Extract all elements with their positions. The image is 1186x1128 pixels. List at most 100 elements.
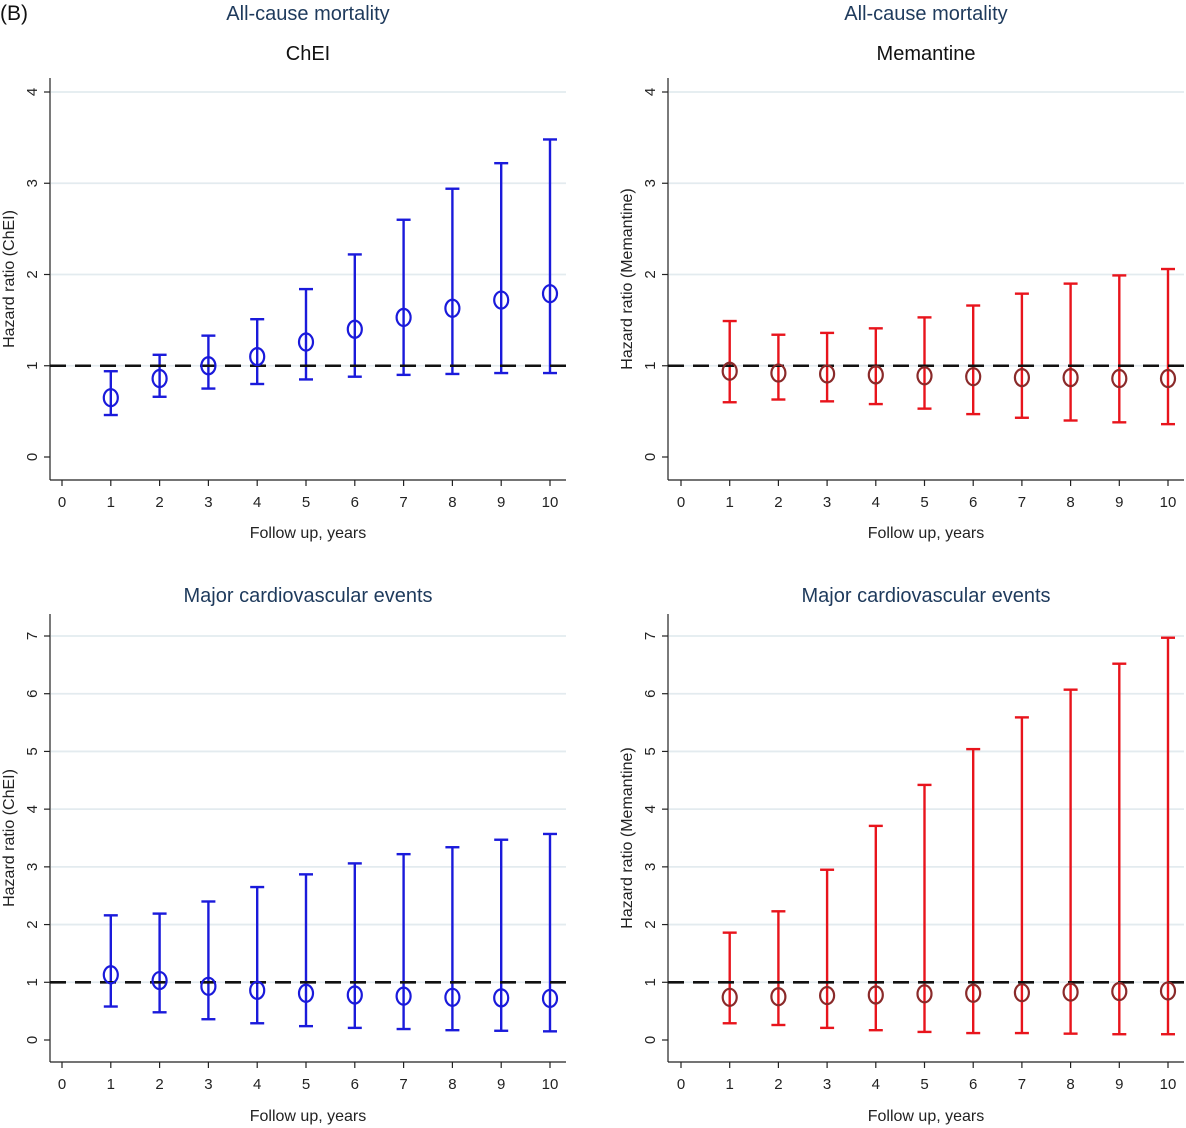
point-estimate [916, 366, 933, 386]
x-tick-label: 7 [1018, 1076, 1026, 1093]
x-tick-label: 0 [58, 494, 66, 511]
ci-bar [103, 914, 118, 1008]
point-estimate [297, 332, 315, 352]
y-tick-label: 2 [24, 920, 41, 928]
chart-chei-mortality: All-cause mortality ChEI 0 1 2 3 4 0 1 2 3 4 5 6 7 8 9 10… [1, 3, 566, 542]
x-tick-label: 10 [542, 1076, 559, 1093]
ci-bar [396, 852, 411, 1031]
ci-bar [868, 824, 883, 1032]
y-tick-label: 0 [24, 1036, 41, 1044]
x-tick-label: 0 [677, 1076, 685, 1093]
x-axis-label: Follow up, years [250, 525, 367, 542]
y-tick-label: 3 [24, 179, 41, 187]
chart-title: Major cardiovascular events [184, 585, 433, 607]
x-tick-label: 1 [726, 494, 734, 511]
y-tick-label: 4 [24, 88, 41, 96]
ci-bar [917, 316, 932, 410]
point-estimate [395, 307, 412, 327]
point-estimate [867, 365, 884, 385]
ci-bar [1161, 267, 1175, 426]
chart-title: All-cause mortality [226, 3, 389, 25]
point-estimate [346, 985, 363, 1005]
ci-bar [250, 885, 265, 1025]
y-axis-label: Hazard ratio (ChEI) [1, 210, 18, 348]
point-estimate [770, 987, 787, 1007]
x-tick-label: 1 [726, 1076, 734, 1093]
ci-bar [1063, 688, 1078, 1035]
point-estimate [249, 347, 266, 367]
point-estimate [867, 985, 884, 1005]
ci-bar [201, 900, 216, 1021]
x-tick-label: 9 [1115, 1076, 1123, 1093]
x-tick-label: 3 [204, 1076, 212, 1093]
ci-bar [771, 333, 786, 401]
ci-bar [445, 187, 460, 376]
ci-bar [103, 370, 118, 417]
x-tick-label: 10 [542, 494, 559, 511]
ci-bar [966, 304, 981, 416]
x-tick-label: 2 [155, 1076, 163, 1093]
x-tick-label: 5 [302, 1076, 310, 1093]
x-tick-label: 3 [204, 494, 212, 511]
point-estimate [721, 987, 738, 1007]
ci-bar [299, 873, 313, 1028]
x-tick-label: 2 [155, 494, 163, 511]
y-tick-label: 7 [642, 632, 659, 640]
x-tick-label: 5 [920, 494, 928, 511]
ci-bar [152, 912, 167, 1014]
x-tick-label: 4 [872, 1076, 880, 1093]
y-tick-label: 2 [642, 270, 659, 278]
point-estimate [493, 290, 510, 310]
point-estimate [1062, 982, 1079, 1002]
point-estimate [1111, 981, 1128, 1002]
x-tick-label: 7 [399, 494, 407, 511]
point-estimate [102, 965, 119, 985]
point-estimate [1013, 368, 1031, 388]
x-tick-label: 4 [253, 1076, 261, 1093]
x-tick-label: 2 [774, 494, 782, 511]
x-axis-label: Follow up, years [868, 1108, 985, 1125]
x-tick-label: 8 [1066, 1076, 1074, 1093]
ci-bar [543, 138, 557, 375]
ci-bar [1112, 274, 1127, 424]
point-estimate [200, 356, 217, 376]
point-estimate [818, 985, 836, 1006]
x-tick-label: 5 [302, 494, 310, 511]
ci-bar [494, 838, 509, 1032]
chart-title: Major cardiovascular events [802, 585, 1051, 607]
point-estimate [965, 983, 982, 1003]
x-tick-label: 0 [677, 494, 685, 511]
y-tick-label: 2 [24, 270, 41, 278]
y-tick-label: 0 [24, 453, 41, 461]
x-tick-label: 7 [1018, 494, 1026, 511]
y-tick-label: 4 [24, 805, 41, 813]
y-axis-label: Hazard ratio (Memantine) [619, 747, 636, 928]
x-tick-label: 6 [969, 1076, 977, 1093]
x-tick-label: 1 [107, 494, 115, 511]
point-estimate [151, 368, 168, 389]
figure-panel-label: (B) [0, 2, 28, 25]
point-estimate [818, 364, 836, 384]
x-tick-label: 10 [1160, 1076, 1177, 1093]
chart-chei-cardio: Major cardiovascular events 0 1 2 3 4 5 6 7 0 1 2 3 4… [1, 585, 566, 1125]
x-axis-label: Follow up, years [868, 525, 985, 542]
ci-bar [966, 747, 981, 1035]
x-tick-label: 9 [497, 1076, 505, 1093]
x-tick-label: 4 [872, 494, 880, 511]
ci-bar [820, 868, 835, 1030]
point-estimate [444, 298, 461, 318]
y-tick-label: 0 [642, 453, 659, 461]
point-estimate [346, 319, 363, 339]
x-tick-label: 2 [774, 1076, 782, 1093]
ci-bar [1161, 636, 1175, 1036]
x-tick-label: 1 [107, 1076, 115, 1093]
y-tick-label: 4 [642, 805, 659, 813]
y-tick-label: 1 [24, 362, 41, 370]
point-estimate [1062, 368, 1079, 388]
ci-bar [820, 331, 835, 403]
y-tick-label: 0 [642, 1036, 659, 1044]
point-estimate [916, 984, 933, 1004]
chart-memantine-cardio: Major cardiovascular events 0 1 2 3 4 5 6 7 0 1 2 3 4… [619, 585, 1184, 1125]
point-estimate [493, 988, 510, 1008]
x-tick-label: 3 [823, 494, 831, 511]
